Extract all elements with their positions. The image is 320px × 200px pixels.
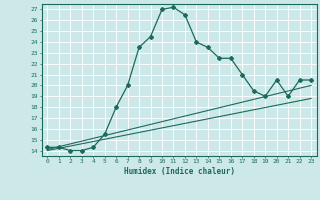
X-axis label: Humidex (Indice chaleur): Humidex (Indice chaleur)	[124, 167, 235, 176]
